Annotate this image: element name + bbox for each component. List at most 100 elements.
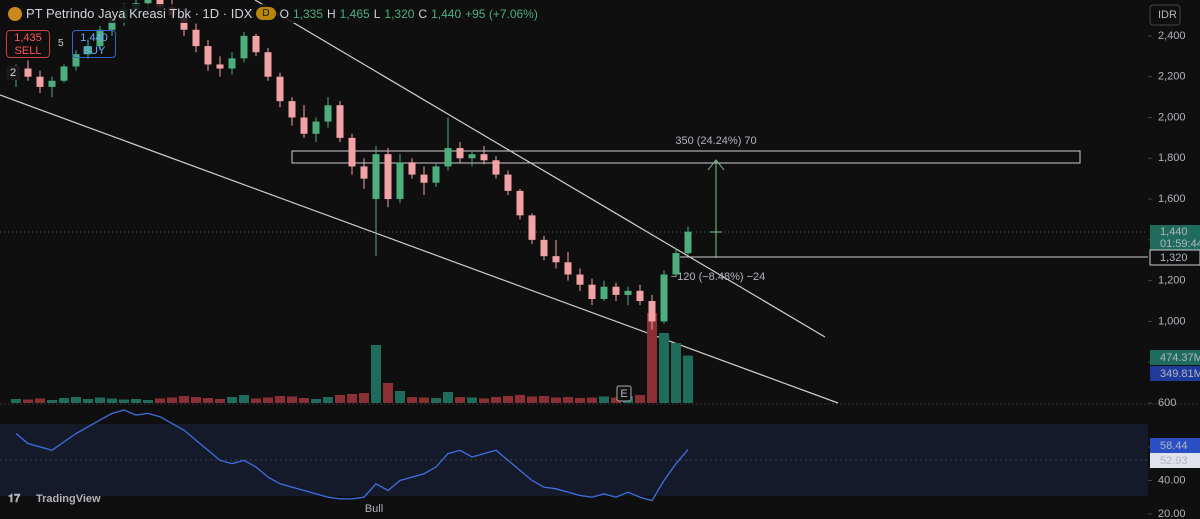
close-label: C	[418, 6, 428, 21]
candle-body	[588, 284, 596, 299]
buy-price[interactable]: 1,440	[80, 32, 108, 44]
volume-bar	[563, 397, 573, 403]
sell-button[interactable]: 1,435 SELL	[6, 30, 50, 58]
candle-body	[324, 105, 332, 122]
candle-body	[612, 286, 620, 295]
candle-body	[36, 76, 44, 87]
candle-body	[252, 35, 260, 53]
candle-body	[540, 239, 548, 257]
high: 1,465	[339, 6, 370, 21]
volume-bar	[371, 345, 381, 403]
candle-body	[456, 148, 464, 159]
symbol-icon	[8, 6, 22, 21]
candle-body	[336, 105, 344, 138]
volume-bar	[515, 395, 525, 403]
candle-body	[660, 274, 668, 322]
volume-bar	[83, 399, 93, 403]
volume-bar	[647, 313, 657, 403]
volume-bar	[635, 395, 645, 403]
candle-body	[552, 256, 560, 263]
candle-body	[684, 231, 692, 254]
candle-body	[600, 286, 608, 299]
volume-bar	[383, 383, 393, 403]
candle-body	[96, 29, 104, 47]
volume-bar	[239, 395, 249, 403]
stop-label: −120 (−8.48%) −24	[671, 271, 766, 283]
volume-bar	[491, 397, 501, 403]
y-tick-label: 2,000	[1158, 111, 1186, 123]
target-label: 350 (24.24%) 70	[675, 135, 756, 147]
trend-line-upper	[254, 0, 826, 338]
candle-body	[468, 154, 476, 159]
candle-body	[564, 262, 572, 275]
candle-body	[432, 166, 440, 183]
volume-bar	[215, 399, 225, 403]
spread: 5	[58, 38, 64, 49]
volume-ma-label: 349.81M	[1160, 368, 1200, 380]
candle-body	[48, 80, 56, 87]
volume-bar	[119, 399, 129, 403]
open-label: O	[279, 6, 289, 21]
rsi-label: 58.44	[1160, 440, 1188, 452]
volume-bar	[311, 399, 321, 403]
volume-bar	[611, 397, 621, 403]
arrow-head	[707, 159, 725, 171]
sell-label[interactable]: SELL	[14, 45, 42, 57]
level-box	[1149, 249, 1200, 266]
trend-line-lower	[0, 94, 839, 404]
buy-button[interactable]: 1,440 BUY	[72, 30, 116, 58]
candle-body	[312, 121, 320, 134]
volume-bar	[203, 398, 213, 403]
currency[interactable]: IDR	[1158, 9, 1177, 21]
rsi-ma-label: 52.93	[1160, 455, 1188, 467]
volume-bar	[131, 399, 141, 403]
high-label: H	[327, 6, 336, 21]
volume-bar	[143, 400, 153, 403]
y-tick-label: 1,600	[1158, 193, 1186, 205]
rsi-ma-label-box	[1150, 453, 1200, 468]
y-tick-label: 1,800	[1158, 152, 1186, 164]
volume-bar	[419, 397, 429, 403]
candle-body	[492, 160, 500, 175]
candle-body	[504, 174, 512, 191]
candle-body	[72, 54, 80, 67]
volume-bar	[35, 398, 45, 403]
volume-bar	[299, 398, 309, 403]
low: 1,320	[384, 6, 415, 21]
candle-body	[396, 162, 404, 200]
volume-bar	[107, 398, 117, 403]
badge[interactable]: D	[256, 7, 276, 20]
candle-body	[420, 174, 428, 183]
candle-body	[360, 166, 368, 179]
volume-label-box	[1150, 350, 1200, 365]
volume-ma-label-box	[1150, 366, 1200, 381]
earnings-marker[interactable]: E	[620, 388, 627, 400]
currency-box[interactable]	[1149, 4, 1181, 26]
volume-bar	[287, 396, 297, 403]
volume-bar	[95, 397, 105, 403]
candle-body	[480, 154, 488, 161]
volume-bar	[263, 397, 273, 403]
candle-body	[444, 148, 452, 167]
indicator-toggle[interactable]: 2	[6, 66, 21, 80]
earnings-box[interactable]	[616, 385, 632, 402]
change: +95 (+7.06%)	[465, 6, 538, 21]
open: 1,335	[292, 6, 323, 21]
candle-body	[192, 29, 200, 47]
candle-body	[264, 52, 272, 77]
rsi-line	[15, 409, 689, 502]
volume-bar	[395, 391, 405, 403]
volume-bar	[347, 394, 357, 403]
candle-body	[216, 64, 224, 69]
buy-label[interactable]: BUY	[82, 45, 106, 57]
candle-body	[228, 58, 236, 69]
volume-bar	[659, 333, 669, 403]
symbol[interactable]: PT Petrindo Jaya Kreasi Tbk · 1D · IDX	[26, 6, 253, 21]
close: 1,440	[431, 6, 462, 21]
volume-bar	[167, 397, 177, 403]
sell-price[interactable]: 1,435	[14, 32, 42, 44]
volume-bar	[575, 398, 585, 403]
volume-bar	[539, 396, 549, 403]
